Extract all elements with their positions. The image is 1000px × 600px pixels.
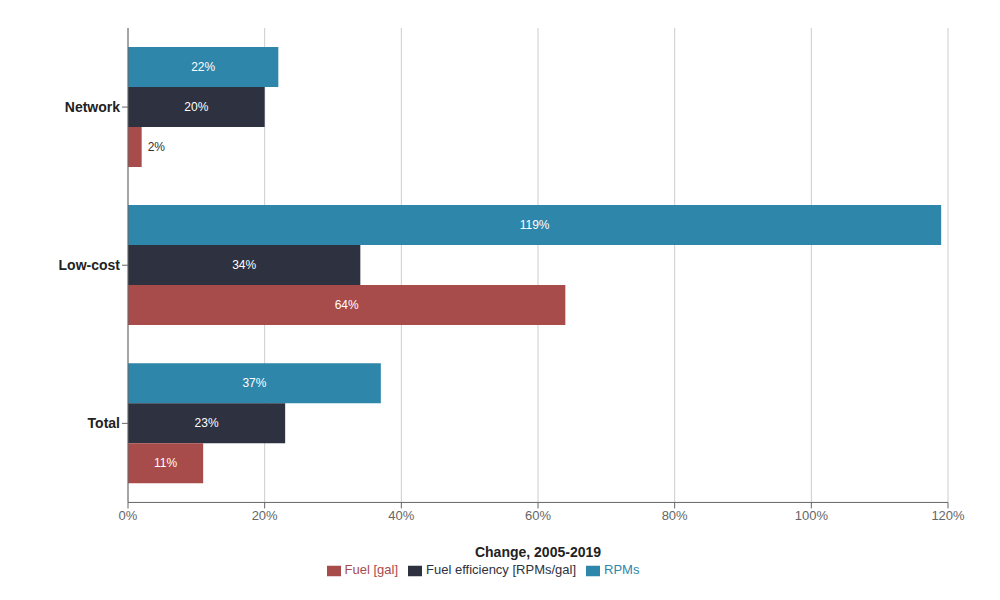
svg-text:40%: 40%	[388, 508, 414, 523]
svg-text:20%: 20%	[252, 508, 278, 523]
svg-text:64%: 64%	[335, 298, 359, 312]
html-text:Fuel efficiency [RPMs/gal]: Fuel efficiency [RPMs/gal]	[426, 562, 577, 578]
svg-text:100%: 100%	[795, 508, 829, 523]
svg-text:23%: 23%	[195, 416, 219, 430]
svg-text:Network: Network	[65, 99, 120, 115]
svg-text:0%: 0%	[119, 508, 138, 523]
svg-text:37%: 37%	[242, 376, 266, 390]
html-text:RPMs: RPMs	[604, 562, 640, 578]
svg-text:119%: 119%	[520, 218, 550, 232]
svg-text:20%: 20%	[184, 100, 208, 114]
svg-text:Low-cost: Low-cost	[59, 257, 121, 273]
svg-text:11%: 11%	[154, 456, 177, 470]
svg-text:120%: 120%	[931, 508, 965, 523]
html-text:Fuel [gal]: Fuel [gal]	[344, 562, 398, 578]
svg-text:Change, 2005-2019: Change, 2005-2019	[475, 544, 601, 560]
svg-text:34%: 34%	[232, 258, 256, 272]
svg-text:22%: 22%	[191, 60, 215, 74]
svg-text:80%: 80%	[662, 508, 688, 523]
svg-text:60%: 60%	[525, 508, 551, 523]
svg-text:2%: 2%	[148, 140, 166, 154]
svg-text:Total: Total	[88, 415, 120, 431]
